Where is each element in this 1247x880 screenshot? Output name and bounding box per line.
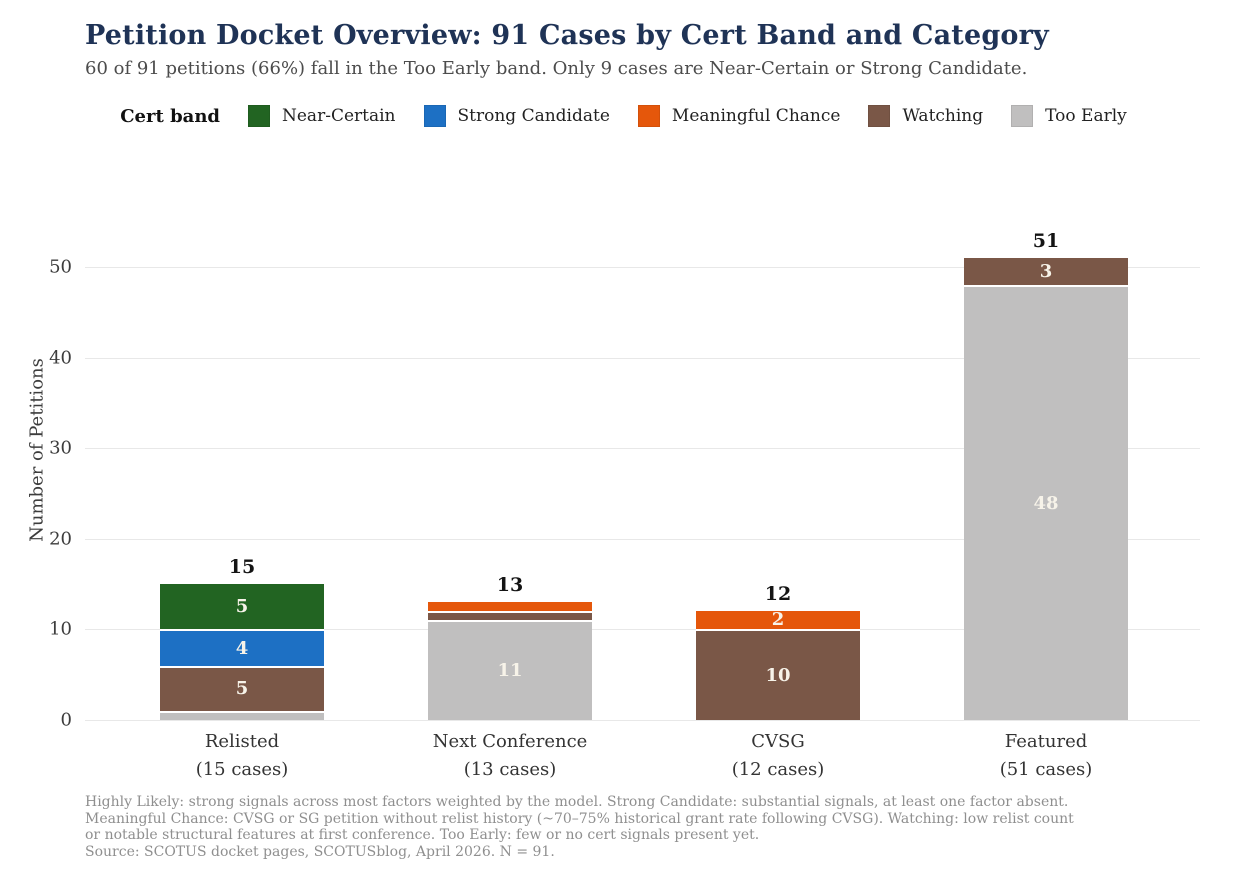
y-tick-label: 30: [49, 437, 72, 459]
legend-item-too-early: Too Early: [1011, 105, 1127, 127]
footnote-line: or notable structural features at first …: [85, 827, 760, 843]
chart-subtitle: 60 of 91 petitions (66%) fall in the Too…: [85, 58, 1028, 79]
strong-candidate-swatch-icon: [423, 105, 446, 127]
segment-value-label: 48: [1033, 492, 1059, 514]
gridline: [85, 538, 1200, 540]
watching-swatch-icon: [868, 105, 891, 127]
legend-item-label: Near-Certain: [282, 106, 396, 126]
legend-item-label: Too Early: [1045, 106, 1127, 126]
legend-item-label: Watching: [902, 106, 984, 126]
legend-item-near-certain: Near-Certain: [248, 105, 396, 127]
y-tick-label: 20: [49, 528, 72, 550]
near-certain-swatch-icon: [248, 105, 270, 127]
bar-total-label: 15: [228, 556, 256, 579]
footnote-line: Highly Likely: strong signals across mos…: [85, 794, 1069, 810]
too-early-swatch-icon: [1011, 105, 1034, 127]
gridline: [85, 720, 1200, 721]
bar-total-label: 12: [764, 583, 792, 606]
footnote-line: Source: SCOTUS docket pages, SCOTUSblog,…: [85, 843, 555, 860]
bar-segment: 48: [964, 285, 1128, 720]
segment-value-label: 2: [771, 609, 785, 631]
legend-item-watching: Watching: [868, 105, 983, 127]
gridline: [85, 267, 1200, 268]
chart-title: Petition Docket Overview: 91 Cases by Ce…: [85, 20, 1049, 51]
footnotes: Highly Likely: strong signals across mos…: [85, 794, 1074, 860]
legend: Cert band Near-Certain Strong Candidate …: [0, 105, 1247, 127]
x-category-label: CVSG: [751, 731, 805, 752]
segment-value-label: 3: [1039, 260, 1053, 282]
bar-total-label: 51: [1032, 229, 1060, 252]
segment-value-label: 5: [235, 595, 249, 617]
y-axis-title: Number of Petitions: [26, 358, 48, 542]
bar-segment: [428, 611, 592, 621]
legend-item-label: Strong Candidate: [457, 106, 610, 126]
y-tick-label: 0: [60, 709, 72, 731]
footnote-line: Meaningful Chance: CVSG or SG petition w…: [85, 810, 1074, 827]
meaningful-chance-swatch-icon: [637, 105, 660, 127]
x-category-label: Featured: [1004, 731, 1088, 752]
bar-segment: 5: [160, 665, 324, 711]
bar-segment: 2: [696, 609, 860, 631]
legend-item-meaningful-chance: Meaningful Chance: [637, 105, 841, 127]
bar-segment: [160, 710, 324, 720]
gridline: [85, 629, 1200, 631]
x-category-sublabel: (51 cases): [999, 759, 1093, 780]
y-tick-label: 10: [49, 618, 72, 640]
segment-value-label: 11: [497, 660, 523, 682]
x-category-sublabel: (12 cases): [731, 759, 825, 780]
gridline: [85, 357, 1200, 359]
y-tick-label: 40: [49, 347, 72, 369]
bar-total-label: 13: [496, 574, 524, 597]
x-category-sublabel: (13 cases): [463, 759, 557, 780]
legend-item-strong-candidate: Strong Candidate: [423, 105, 610, 127]
bar-segment: 10: [696, 629, 860, 720]
legend-item-label: Meaningful Chance: [671, 106, 841, 126]
gridline: [85, 448, 1200, 450]
legend-title: Cert band: [120, 105, 220, 127]
bar-segment: 11: [428, 620, 592, 720]
bar-segment: 3: [964, 257, 1128, 286]
segment-value-label: 10: [765, 664, 791, 686]
bar-segment: [428, 602, 592, 612]
x-category-label: Next Conference: [432, 731, 588, 752]
segment-value-label: 5: [235, 678, 249, 700]
bar-segment: 5: [160, 584, 324, 630]
y-tick-label: 50: [49, 256, 72, 278]
segment-value-label: 4: [235, 637, 249, 659]
bar-segment: 4: [160, 629, 324, 666]
x-category-sublabel: (15 cases): [195, 759, 289, 780]
x-category-label: Relisted: [204, 731, 280, 752]
